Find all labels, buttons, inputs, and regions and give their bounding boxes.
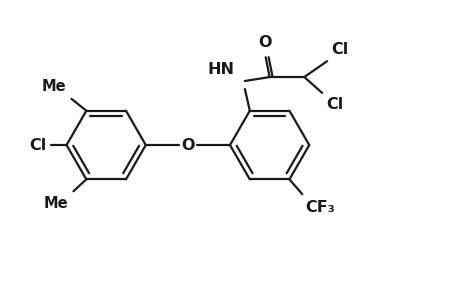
Text: O: O	[181, 137, 194, 152]
Text: Me: Me	[44, 196, 68, 211]
Text: HN: HN	[207, 62, 235, 77]
Text: O: O	[257, 35, 271, 50]
Text: Cl: Cl	[325, 97, 342, 112]
Text: Me: Me	[42, 79, 67, 94]
Text: CF₃: CF₃	[305, 200, 334, 215]
Text: Cl: Cl	[29, 137, 47, 152]
Text: Cl: Cl	[330, 42, 347, 57]
